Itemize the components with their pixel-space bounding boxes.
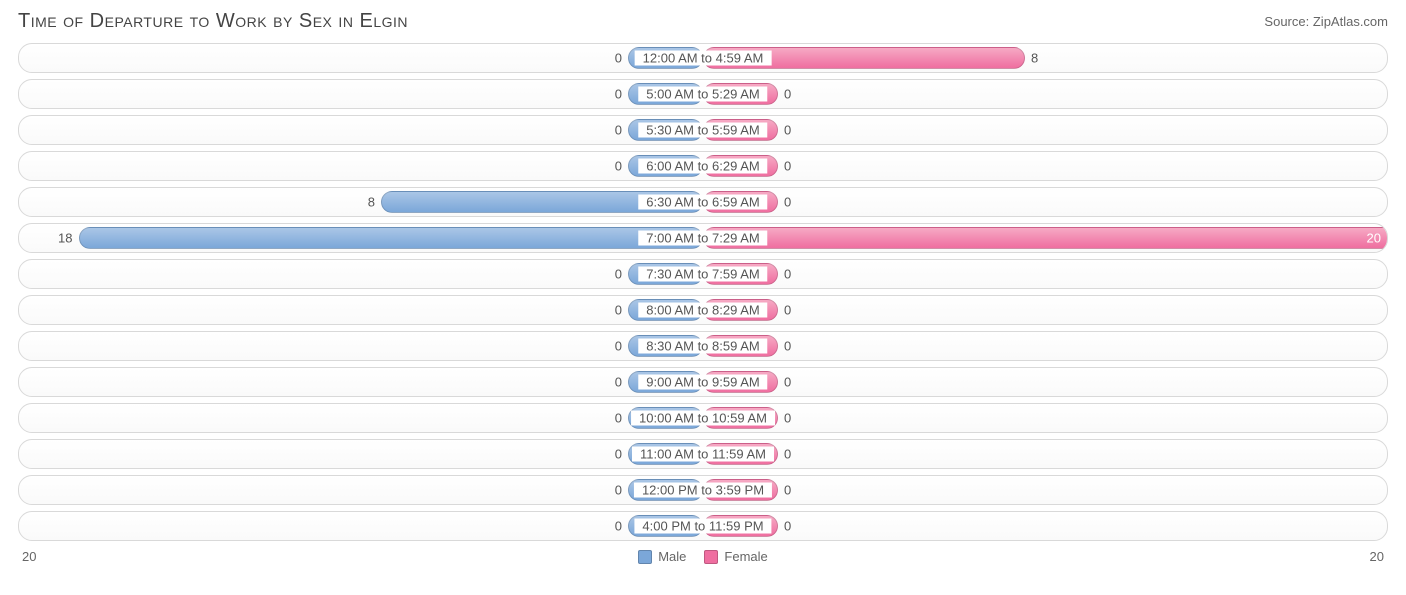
male-value: 0	[615, 411, 622, 426]
male-value: 0	[615, 375, 622, 390]
legend-female: Female	[704, 549, 767, 564]
female-swatch-icon	[704, 550, 718, 564]
category-label: 12:00 PM to 3:59 PM	[634, 483, 772, 498]
male-value: 0	[615, 519, 622, 534]
category-label: 6:30 AM to 6:59 AM	[638, 195, 767, 210]
axis-max-left: 20	[22, 549, 36, 564]
female-value: 8	[1031, 51, 1038, 66]
female-value: 0	[784, 447, 791, 462]
female-value: 0	[784, 195, 791, 210]
male-value: 18	[58, 231, 72, 246]
female-value: 20	[1367, 231, 1381, 246]
female-bar	[703, 227, 1388, 249]
chart-row: 0 0 5:00 AM to 5:29 AM	[18, 79, 1388, 109]
chart-row: 0 0 4:00 PM to 11:59 PM	[18, 511, 1388, 541]
category-label: 5:30 AM to 5:59 AM	[638, 123, 767, 138]
male-value: 0	[615, 87, 622, 102]
male-value: 0	[615, 123, 622, 138]
male-value: 0	[615, 51, 622, 66]
source-citation: Source: ZipAtlas.com	[1264, 14, 1388, 29]
category-label: 7:30 AM to 7:59 AM	[638, 267, 767, 282]
female-value: 0	[784, 267, 791, 282]
male-value: 0	[615, 267, 622, 282]
category-label: 8:00 AM to 8:29 AM	[638, 303, 767, 318]
chart-footer: 20 Male Female 20	[0, 547, 1406, 564]
chart-row: 18 20 7:00 AM to 7:29 AM	[18, 223, 1388, 253]
category-label: 11:00 AM to 11:59 AM	[632, 447, 774, 462]
male-value: 0	[615, 159, 622, 174]
source-prefix: Source:	[1264, 14, 1309, 29]
male-bar	[79, 227, 704, 249]
chart-title: Time of Departure to Work by Sex in Elgi…	[18, 10, 408, 33]
female-value: 0	[784, 411, 791, 426]
female-value: 0	[784, 339, 791, 354]
male-value: 0	[615, 303, 622, 318]
male-value: 0	[615, 339, 622, 354]
category-label: 10:00 AM to 10:59 AM	[631, 411, 775, 426]
female-value: 0	[784, 483, 791, 498]
category-label: 4:00 PM to 11:59 PM	[634, 519, 771, 534]
female-value: 0	[784, 375, 791, 390]
male-value: 0	[615, 447, 622, 462]
category-label: 5:00 AM to 5:29 AM	[638, 87, 767, 102]
chart-row: 0 0 12:00 PM to 3:59 PM	[18, 475, 1388, 505]
legend: Male Female	[638, 549, 768, 564]
legend-male: Male	[638, 549, 686, 564]
header: Time of Departure to Work by Sex in Elgi…	[0, 0, 1406, 39]
category-label: 12:00 AM to 4:59 AM	[635, 51, 772, 66]
category-label: 9:00 AM to 9:59 AM	[638, 375, 767, 390]
chart-row: 0 0 11:00 AM to 11:59 AM	[18, 439, 1388, 469]
chart-row: 0 0 8:00 AM to 8:29 AM	[18, 295, 1388, 325]
chart-row: 0 8 12:00 AM to 4:59 AM	[18, 43, 1388, 73]
female-value: 0	[784, 87, 791, 102]
female-value: 0	[784, 303, 791, 318]
female-value: 0	[784, 519, 791, 534]
chart-row: 0 0 5:30 AM to 5:59 AM	[18, 115, 1388, 145]
female-value: 0	[784, 159, 791, 174]
category-label: 7:00 AM to 7:29 AM	[638, 231, 767, 246]
female-value: 0	[784, 123, 791, 138]
male-value: 8	[368, 195, 375, 210]
chart-row: 0 0 6:00 AM to 6:29 AM	[18, 151, 1388, 181]
chart-row: 8 0 6:30 AM to 6:59 AM	[18, 187, 1388, 217]
legend-female-label: Female	[724, 549, 767, 564]
male-value: 0	[615, 483, 622, 498]
legend-male-label: Male	[658, 549, 686, 564]
category-label: 8:30 AM to 8:59 AM	[638, 339, 767, 354]
chart-row: 0 0 7:30 AM to 7:59 AM	[18, 259, 1388, 289]
male-swatch-icon	[638, 550, 652, 564]
chart-area: 0 8 12:00 AM to 4:59 AM 0 0 5:00 AM to 5:29 A…	[0, 39, 1406, 541]
chart-row: 0 0 9:00 AM to 9:59 AM	[18, 367, 1388, 397]
source-name: ZipAtlas.com	[1313, 14, 1388, 29]
chart-row: 0 0 10:00 AM to 10:59 AM	[18, 403, 1388, 433]
category-label: 6:00 AM to 6:29 AM	[638, 159, 767, 174]
chart-row: 0 0 8:30 AM to 8:59 AM	[18, 331, 1388, 361]
axis-max-right: 20	[1370, 549, 1384, 564]
